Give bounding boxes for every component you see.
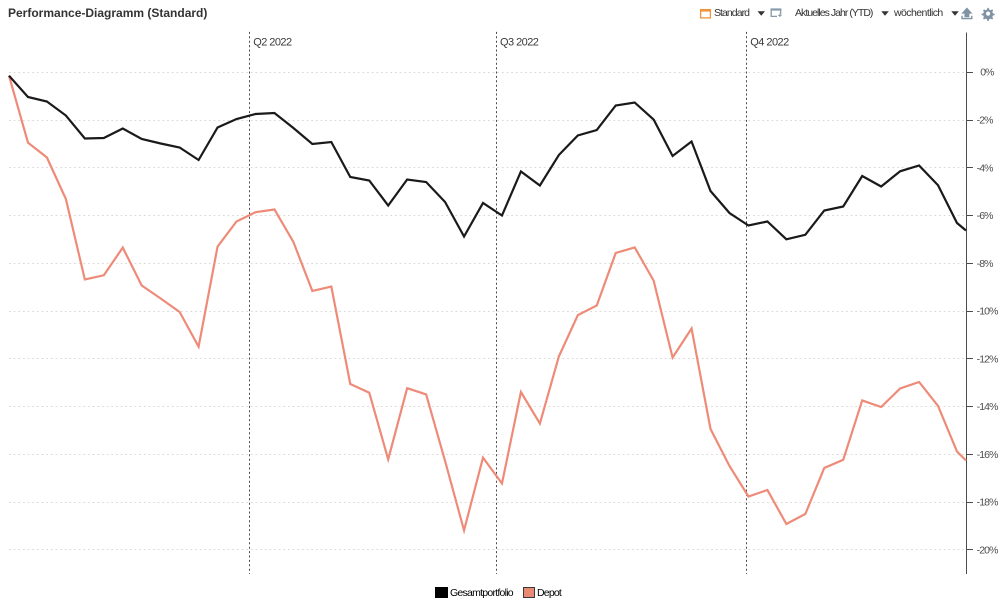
svg-text:-14%: -14%: [977, 401, 998, 413]
svg-text:-20%: -20%: [977, 545, 998, 557]
svg-text:Q2 2022: Q2 2022: [253, 37, 292, 49]
svg-text:-4%: -4%: [977, 162, 994, 174]
svg-text:0%: 0%: [980, 67, 994, 79]
svg-text:-6%: -6%: [977, 210, 994, 222]
svg-text:-2%: -2%: [977, 115, 994, 127]
svg-text:-16%: -16%: [977, 449, 998, 461]
svg-text:-18%: -18%: [977, 497, 998, 509]
svg-text:-12%: -12%: [977, 353, 998, 365]
svg-text:Q3 2022: Q3 2022: [500, 37, 539, 49]
svg-text:-10%: -10%: [977, 306, 998, 318]
svg-text:Q4 2022: Q4 2022: [750, 37, 789, 49]
svg-text:-8%: -8%: [977, 258, 994, 270]
